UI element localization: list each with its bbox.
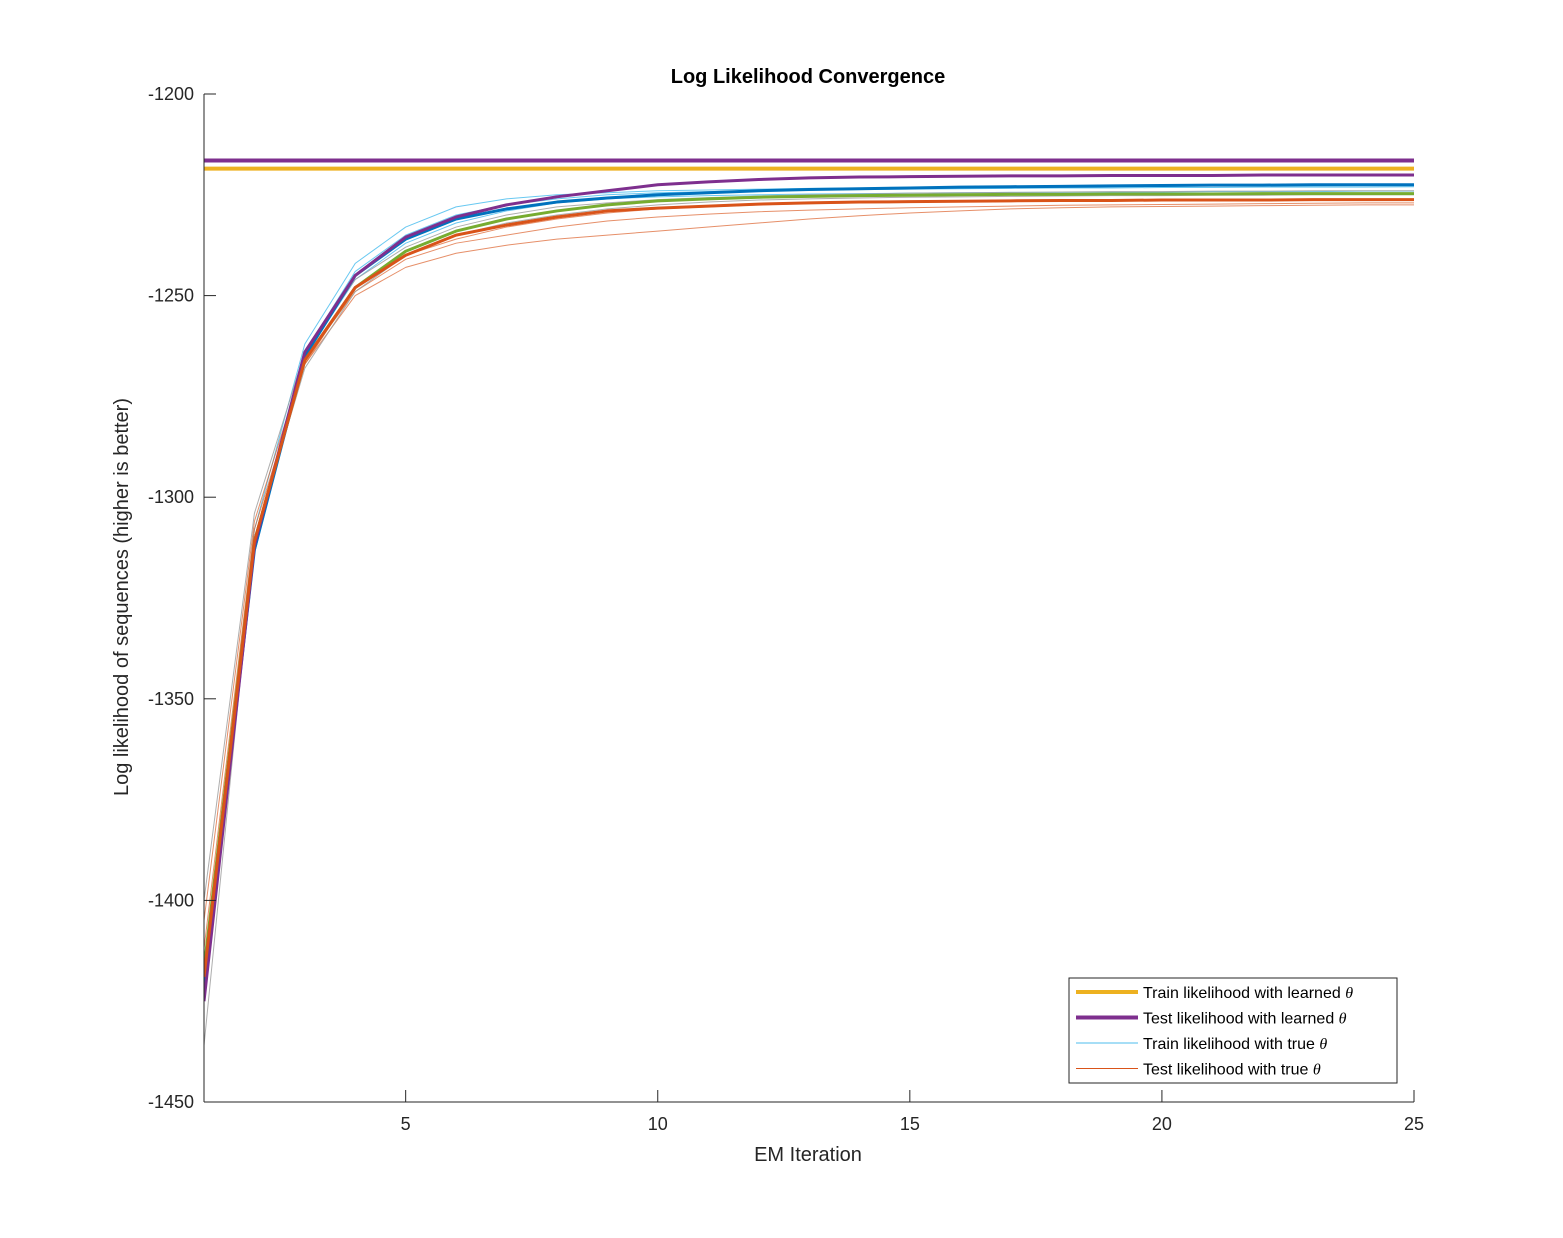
series-line-3 [204, 190, 1414, 990]
series-line-8 [204, 190, 1414, 901]
series-line-10 [204, 183, 1414, 986]
x-tick-label: 5 [401, 1114, 411, 1134]
series-line-4 [204, 204, 1414, 965]
y-tick-label: -1350 [148, 689, 194, 709]
series-line-1 [204, 185, 1414, 974]
legend: Train likelihood with learned θ Test like… [1068, 977, 1398, 1084]
axes [203, 94, 1414, 1103]
series-line-6 [204, 199, 1414, 949]
series-line-7 [204, 194, 1414, 1046]
y-tick-label: -1400 [148, 890, 194, 910]
y-tick-label: -1200 [148, 84, 194, 104]
series-line-12 [204, 198, 1414, 978]
theta-symbol: θ [1345, 985, 1353, 1002]
y-tick-label: -1450 [148, 1092, 194, 1112]
series-line-9 [204, 192, 1414, 970]
legend-label-4: Test likelihood with true θ [1143, 1062, 1321, 1079]
series-line-2 [204, 186, 1414, 982]
x-tick-label: 25 [1404, 1114, 1424, 1134]
theta-symbol: θ [1313, 1062, 1321, 1079]
series-line-5 [204, 202, 1414, 921]
x-tick-label: 20 [1152, 1114, 1172, 1134]
theta-symbol: θ [1339, 1011, 1347, 1028]
x-tick-label: 10 [648, 1114, 668, 1134]
chart-title: Log Likelihood Convergence [671, 66, 945, 88]
legend-box [1068, 977, 1398, 1084]
theta-symbol: θ [1319, 1036, 1327, 1053]
plot-lines [204, 158, 1414, 1046]
ticks: -1450 -1400 -1350 -1300 -1250 -1200 5 10 15 20 25 [148, 84, 1424, 1134]
series-line-11 [204, 173, 1414, 1002]
x-axis-label: EM Iteration [754, 1144, 862, 1166]
x-tick-label: 15 [900, 1114, 920, 1134]
legend-label-1: Train likelihood with learned θ [1143, 985, 1353, 1002]
y-tick-label: -1250 [148, 286, 194, 306]
y-tick-label: -1300 [148, 487, 194, 507]
legend-label-2: Test likelihood with learned θ [1143, 1011, 1347, 1028]
legend-label-3: Train likelihood with true θ [1143, 1036, 1327, 1053]
y-axis-label: Log likelihood of sequences (higher is b… [111, 398, 133, 796]
